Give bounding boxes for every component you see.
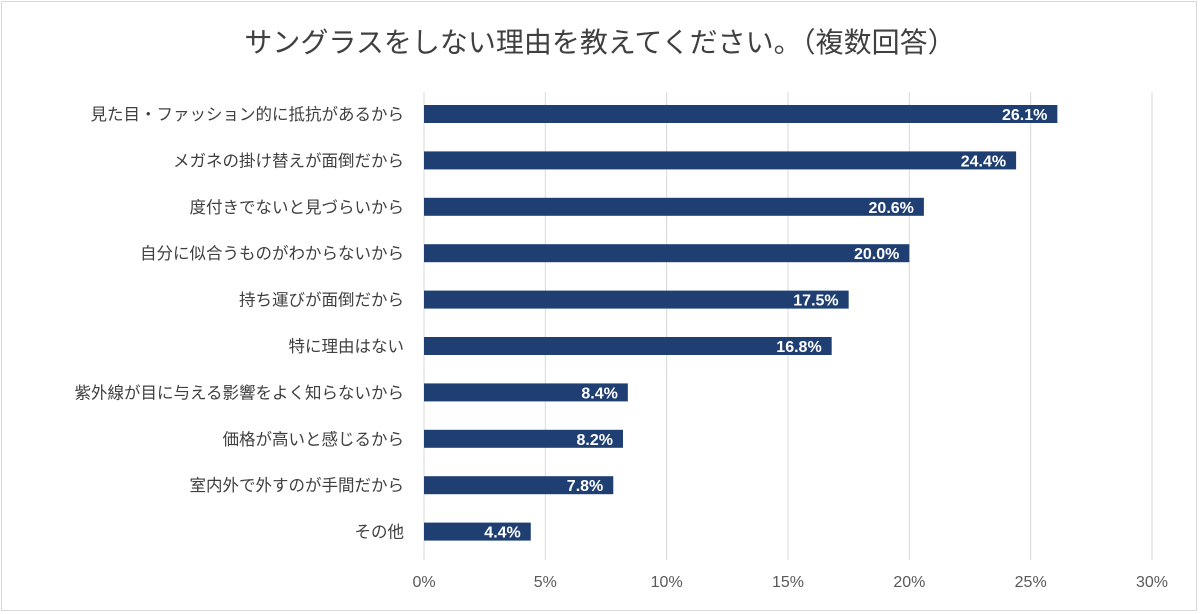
x-tick-label: 0% — [412, 574, 435, 591]
data-label: 20.6% — [869, 200, 914, 217]
bar — [424, 197, 924, 216]
category-label: 価格が高いと感じるから — [223, 430, 405, 449]
data-label: 8.2% — [577, 432, 613, 449]
bar — [424, 476, 614, 495]
category-label: 特に理由はない — [289, 337, 405, 356]
bar — [424, 429, 623, 448]
category-label: 紫外線が目に与える影響をよく知らないから — [74, 383, 404, 402]
data-label: 4.4% — [484, 525, 520, 542]
data-label: 26.1% — [1002, 107, 1047, 124]
category-label: 持ち運びが面倒だから — [239, 291, 404, 310]
x-tick-labels: 0% 5% 10% 15% 20% 25% 30% — [412, 574, 1168, 591]
bar — [424, 522, 531, 541]
data-label: 17.5% — [793, 293, 838, 310]
bar — [424, 383, 628, 402]
category-label: 自分に似合うものがわからないから — [140, 244, 404, 263]
data-label: 7.8% — [567, 478, 603, 495]
category-label: メガネの掛け替えが面倒だから — [173, 151, 404, 170]
category-label: 見た目・ファッション的に抵抗があるから — [91, 105, 405, 124]
bars: 26.1% 24.4% 20.6% 20.0% 17.5% 16.8% 8.4% 8.2% 7.… — [424, 105, 1058, 542]
category-label: 室内外で外すのが手間だから — [190, 476, 405, 495]
chart-title: サングラスをしない理由を教えてください。（複数回答） — [244, 26, 955, 59]
bar — [424, 337, 832, 355]
x-tick-label: 30% — [1136, 574, 1168, 591]
bar — [424, 151, 1017, 170]
x-tick-label: 25% — [1015, 574, 1047, 591]
data-label: 16.8% — [776, 339, 821, 356]
x-tick-label: 15% — [772, 574, 804, 591]
category-label: 度付きでないと見づらいから — [190, 198, 405, 217]
data-label: 20.0% — [854, 246, 899, 263]
category-label: その他 — [355, 523, 405, 542]
category-labels: 見た目・ファッション的に抵抗があるからメガネの掛け替えが面倒だから度付きでないと… — [74, 105, 404, 542]
data-label: 24.4% — [961, 153, 1006, 170]
x-tick-label: 10% — [651, 574, 683, 591]
bar — [424, 290, 849, 309]
x-tick-label: 5% — [534, 574, 557, 591]
bar — [424, 105, 1058, 123]
bar — [424, 244, 910, 263]
data-label: 8.4% — [581, 385, 617, 402]
x-tick-label: 20% — [893, 574, 925, 591]
